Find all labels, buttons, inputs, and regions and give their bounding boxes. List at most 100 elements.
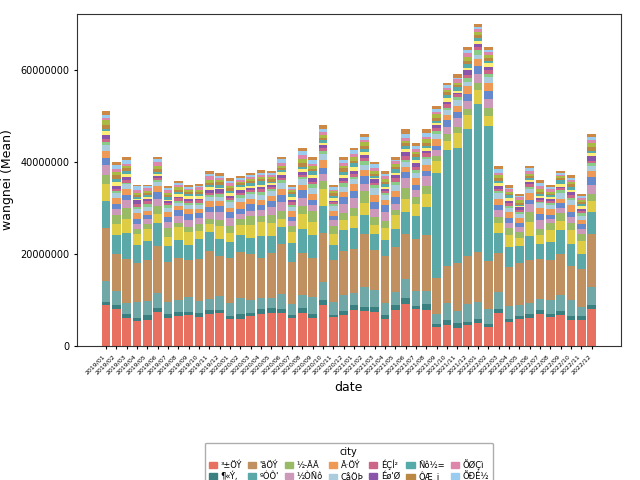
Bar [246, 188, 255, 190]
Bar [474, 47, 483, 50]
Bar [422, 139, 431, 143]
Bar [349, 174, 358, 177]
Bar [277, 309, 286, 312]
Bar [319, 151, 327, 154]
Bar [257, 210, 266, 216]
Bar [453, 311, 461, 323]
Bar [246, 313, 255, 316]
Bar [566, 198, 575, 200]
Bar [257, 200, 266, 204]
Bar [102, 281, 110, 301]
Bar [536, 198, 545, 200]
Bar [339, 197, 348, 204]
Bar [287, 202, 296, 205]
Bar [246, 216, 255, 225]
Bar [339, 315, 348, 346]
Bar [277, 228, 286, 244]
Bar [474, 24, 483, 27]
Bar [329, 185, 338, 187]
Bar [132, 199, 141, 201]
Bar [556, 221, 565, 230]
Bar [225, 186, 234, 188]
Bar [577, 200, 586, 202]
Bar [484, 261, 493, 309]
Bar [474, 74, 483, 83]
Bar [391, 172, 400, 175]
Bar [588, 287, 596, 305]
Bar [215, 192, 224, 194]
Bar [132, 186, 141, 190]
Bar [422, 153, 431, 157]
Bar [381, 190, 389, 192]
Bar [195, 200, 204, 203]
Bar [577, 211, 586, 213]
Bar [102, 228, 110, 281]
Bar [432, 145, 441, 149]
Bar [463, 64, 472, 68]
Bar [349, 167, 358, 171]
Bar [267, 183, 276, 185]
Bar [371, 170, 379, 174]
Bar [267, 236, 276, 252]
Bar [463, 68, 472, 71]
Bar [102, 201, 110, 228]
Bar [174, 240, 182, 258]
Bar [164, 193, 172, 195]
Bar [153, 174, 162, 176]
Bar [360, 152, 369, 155]
Bar [112, 209, 121, 215]
Bar [246, 186, 255, 188]
Bar [443, 104, 451, 108]
Bar [257, 189, 266, 192]
Bar [422, 146, 431, 148]
Bar [504, 247, 513, 267]
Bar [588, 185, 596, 194]
Bar [319, 143, 327, 145]
Bar [422, 207, 431, 235]
Bar [319, 168, 327, 174]
Bar [432, 112, 441, 114]
Bar [215, 185, 224, 188]
Bar [515, 203, 524, 204]
Bar [132, 197, 141, 199]
Bar [236, 176, 244, 178]
Bar [515, 204, 524, 206]
Bar [225, 192, 234, 195]
Bar [215, 256, 224, 296]
Bar [474, 252, 483, 301]
Bar [164, 228, 172, 237]
Bar [391, 247, 400, 291]
Bar [102, 184, 110, 201]
Bar [308, 166, 317, 169]
Bar [484, 50, 493, 51]
Bar [329, 198, 338, 201]
Bar [546, 192, 555, 193]
Bar [174, 187, 182, 190]
Bar [174, 228, 182, 240]
Bar [432, 278, 441, 313]
Bar [205, 310, 214, 314]
Bar [453, 118, 461, 127]
Bar [174, 183, 182, 185]
Bar [164, 212, 172, 216]
Bar [525, 166, 534, 168]
Bar [401, 146, 410, 149]
Bar [153, 199, 162, 206]
Bar [174, 197, 182, 198]
Bar [143, 201, 152, 204]
Bar [401, 138, 410, 141]
Bar [588, 163, 596, 166]
Bar [308, 200, 317, 204]
Bar [174, 223, 182, 228]
Bar [246, 194, 255, 199]
Bar [174, 315, 182, 346]
Bar [546, 224, 555, 230]
Bar [287, 189, 296, 191]
Bar [112, 172, 121, 176]
Bar [391, 204, 400, 210]
Bar [102, 145, 110, 151]
Bar [463, 71, 472, 75]
Bar [484, 91, 493, 99]
Bar [484, 55, 493, 58]
Bar [277, 166, 286, 168]
